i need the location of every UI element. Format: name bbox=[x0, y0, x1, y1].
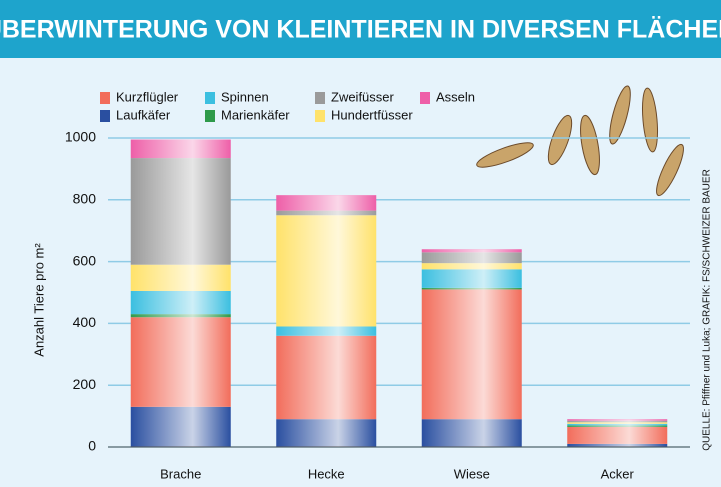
y-tick-label: 400 bbox=[73, 314, 97, 330]
bar-shine bbox=[131, 140, 231, 447]
legend-label: Kurzflügler bbox=[116, 89, 179, 104]
legend-label: Hundertfüsser bbox=[331, 107, 413, 122]
chart: ÜBERWINTERUNG VON KLEINTIEREN IN DIVERSE… bbox=[0, 0, 721, 487]
y-axis-label: Anzahl Tiere pro m² bbox=[31, 243, 46, 357]
y-tick-label: 200 bbox=[73, 376, 97, 392]
bar-shine bbox=[422, 249, 522, 447]
chart-title: ÜBERWINTERUNG VON KLEINTIEREN IN DIVERSE… bbox=[0, 15, 721, 44]
legend-swatch bbox=[315, 92, 325, 104]
x-tick-label: Acker bbox=[601, 466, 635, 481]
legend-swatch bbox=[315, 110, 325, 122]
legend-label: Zweifüsser bbox=[331, 89, 395, 104]
y-tick-label: 0 bbox=[88, 438, 96, 454]
legend-label: Marienkäfer bbox=[221, 107, 290, 122]
y-tick-label: 800 bbox=[73, 191, 97, 207]
legend-swatch bbox=[100, 92, 110, 104]
bar-shine bbox=[276, 195, 376, 447]
y-tick-label: 1000 bbox=[65, 129, 96, 145]
y-tick-label: 600 bbox=[73, 252, 97, 268]
legend-swatch bbox=[100, 110, 110, 122]
legend-swatch bbox=[205, 92, 215, 104]
x-tick-label: Hecke bbox=[308, 466, 345, 481]
bar-shine bbox=[567, 419, 667, 447]
legend-swatch bbox=[205, 110, 215, 122]
legend-swatch bbox=[420, 92, 430, 104]
x-tick-label: Brache bbox=[160, 466, 201, 481]
legend-label: Asseln bbox=[436, 89, 475, 104]
legend-label: Laufkäfer bbox=[116, 107, 171, 122]
x-tick-label: Wiese bbox=[454, 466, 490, 481]
source: QUELLE: Pfiffner und Luka; GRAFIK: FS/SC… bbox=[702, 169, 713, 451]
legend-label: Spinnen bbox=[221, 89, 269, 104]
